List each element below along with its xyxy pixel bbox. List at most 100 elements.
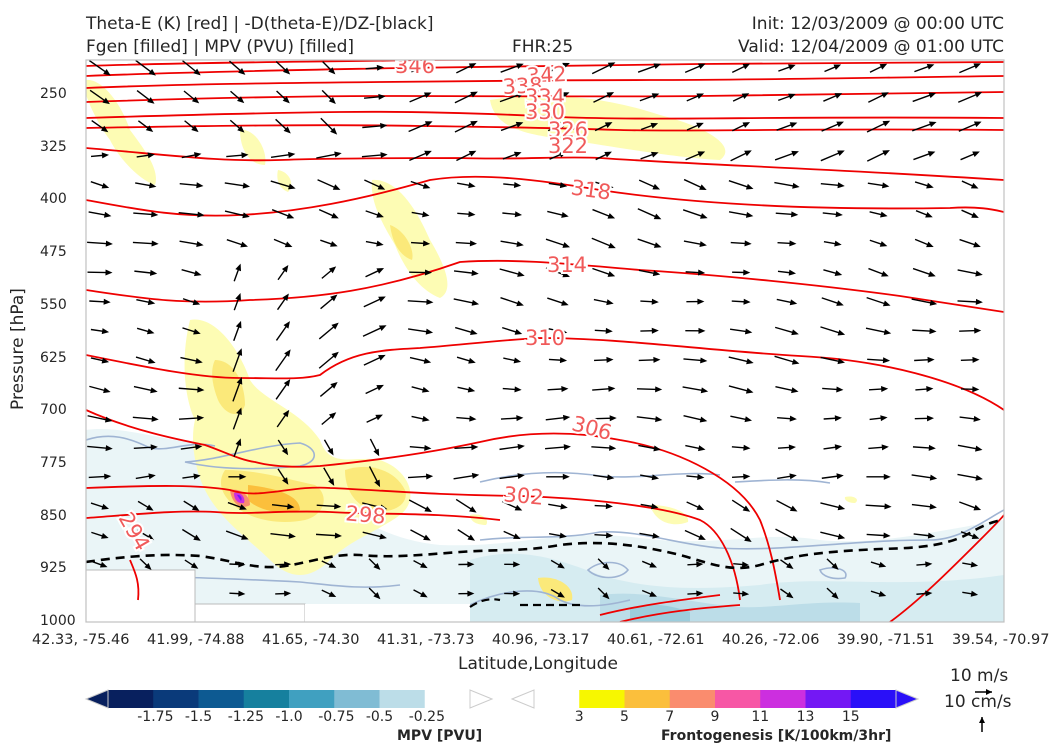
wind-vector — [413, 560, 428, 569]
wind-vector — [592, 267, 616, 277]
wind-vector — [456, 356, 476, 364]
wind-vector — [913, 151, 936, 161]
wind-vector — [913, 532, 936, 539]
wind-vector — [866, 473, 891, 480]
fgen-colorbar-title: Frontogenesis [K/100km/3hr] — [661, 728, 892, 744]
wind-vector — [321, 589, 337, 598]
wind-vector — [368, 558, 381, 571]
wind-vector — [368, 466, 381, 488]
wind-vector — [912, 444, 936, 451]
theta-e-label: 322 — [548, 134, 588, 158]
wind-vector — [684, 63, 706, 73]
wind-vector — [777, 269, 797, 276]
wind-vector — [594, 356, 614, 363]
valid-time: Valid: 12/04/2009 @ 01:00 UTC — [738, 37, 1004, 57]
wind-vector — [87, 415, 113, 423]
wind-vector — [275, 379, 291, 400]
dtheta-dz-contour — [86, 518, 1004, 608]
theta-e-line — [86, 485, 741, 601]
colorbar-swatch — [289, 690, 335, 708]
wind-vector — [136, 152, 155, 159]
wind-vector — [224, 210, 250, 219]
wind-vector — [641, 560, 657, 568]
wind-vector — [912, 92, 937, 103]
x-tick-label: 41.65, -74.30 — [262, 632, 360, 648]
wind-vector — [683, 414, 708, 423]
wind-vector — [90, 181, 110, 189]
wind-vector — [456, 415, 477, 422]
colorbar-swatch — [850, 690, 897, 708]
wind-vector — [409, 150, 432, 162]
wind-vector — [411, 64, 430, 73]
theta-e-line — [86, 259, 1004, 313]
wind-vector — [547, 386, 569, 392]
colorbar-tick-label: 5 — [620, 709, 629, 725]
wind-vector — [88, 211, 112, 218]
colorbar-extend-right — [895, 689, 920, 709]
colorbar-swatch — [198, 690, 245, 708]
wind-vector — [591, 237, 616, 249]
wind-vector — [914, 238, 934, 248]
wind-vector — [687, 590, 704, 597]
y-tick-label: 625 — [40, 349, 67, 366]
wind-vector — [777, 473, 797, 480]
wind-vector — [545, 414, 571, 421]
wind-vector — [502, 211, 523, 218]
wind-vector — [550, 588, 565, 598]
wind-vector — [593, 181, 614, 189]
wind-vector — [132, 240, 159, 247]
wind-vector — [88, 473, 112, 480]
wind-vector — [775, 386, 799, 394]
wind-vector — [730, 527, 752, 542]
wind-vector — [774, 150, 799, 161]
wind-vector — [320, 117, 338, 135]
wind-vector — [179, 240, 204, 248]
wind-vector — [686, 473, 705, 480]
wind-vector — [957, 92, 983, 103]
wind-vector — [230, 90, 245, 104]
wind-vector — [318, 322, 339, 340]
theta-e-line — [129, 559, 140, 601]
wind-vector — [276, 90, 290, 104]
wind-vector — [826, 558, 839, 570]
wind-vector — [868, 386, 889, 393]
wind-vector — [820, 182, 845, 189]
colorbar-swatch — [534, 690, 580, 708]
wind-vector — [91, 119, 109, 133]
wind-vector — [683, 178, 707, 191]
wind-vector — [319, 381, 338, 397]
x-tick-label: 40.96, -73.17 — [492, 632, 590, 648]
wind-vector — [232, 407, 242, 430]
wind-vector — [640, 474, 660, 481]
wind-vector — [408, 121, 433, 133]
wind-vector — [866, 150, 890, 162]
wind-vector — [869, 211, 888, 218]
wind-vector — [960, 356, 980, 363]
wind-vector — [454, 120, 478, 133]
wind-vector — [595, 151, 612, 161]
wind-vector — [228, 473, 247, 480]
wind-vector — [546, 92, 570, 103]
wind-vector — [458, 561, 475, 568]
wind-vector — [957, 473, 983, 481]
wind-vector — [685, 327, 706, 334]
wind-vector — [180, 444, 203, 451]
wind-vector — [411, 386, 430, 393]
fhr-label: FHR:25 — [512, 37, 574, 57]
wind-vector — [135, 182, 157, 189]
wind-vector — [638, 356, 661, 363]
wind-vector — [504, 561, 521, 568]
wind-vector — [134, 269, 158, 276]
plot-frame — [85, 59, 1005, 623]
wind-vector — [455, 498, 477, 513]
theta-e-label: 338 — [502, 73, 543, 99]
wind-vector — [823, 415, 842, 422]
colorbar-tick-label: 13 — [796, 709, 815, 725]
y-tick-label: 1000 — [40, 613, 76, 629]
wind-vector — [408, 499, 432, 513]
wind-vector — [686, 93, 705, 102]
wind-vector — [594, 327, 613, 334]
wind-vector — [549, 151, 567, 160]
wind-vector — [271, 503, 295, 510]
colorbar-swatch — [424, 690, 471, 708]
